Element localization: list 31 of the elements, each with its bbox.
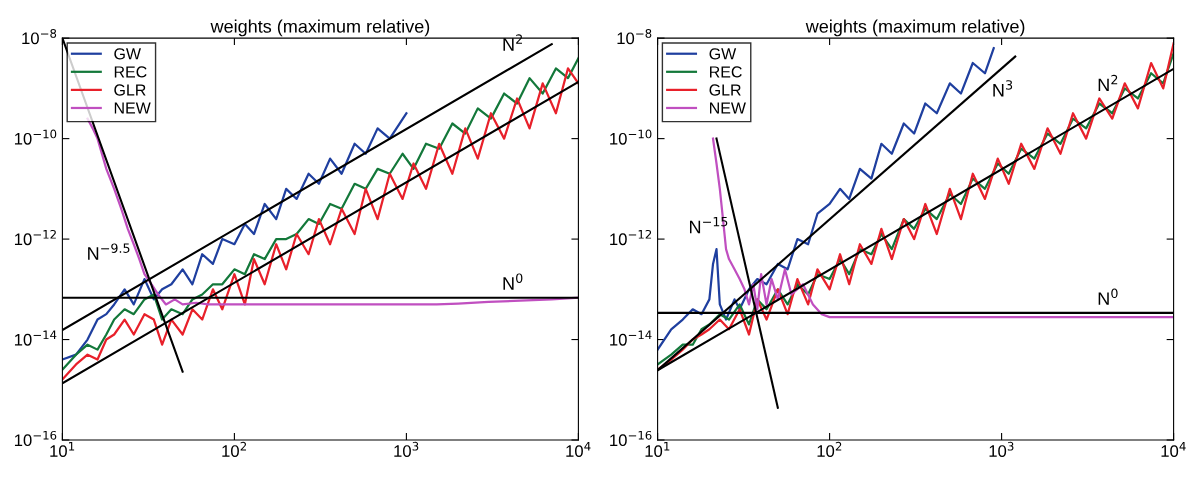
legend-label: GLR: [114, 84, 146, 96]
y-tick-label: 10$^{−14}$: [14, 330, 57, 346]
chart-title: weights (maximum relative): [805, 19, 1025, 37]
y-tick-label: 10$^{−8}$: [22, 29, 57, 45]
annotation: N$^{−9.5}$: [88, 243, 130, 260]
x-tick-label: 10$^{4}$: [566, 441, 591, 457]
annotation: N$^{0}$: [1098, 288, 1118, 305]
legend-label: GW: [709, 48, 737, 60]
y-tick-label: 10$^{−12}$: [14, 229, 56, 246]
x-tick-label: 10$^{1}$: [645, 441, 670, 457]
legend-label: GW: [114, 48, 141, 60]
y-tick-label: 10$^{−10}$: [14, 129, 57, 145]
annotation: N$^{0}$: [503, 273, 523, 290]
y-tick-label: 10$^{−12}$: [610, 229, 652, 246]
annotation: N$^{3}$: [993, 80, 1013, 97]
x-tick-label: 10$^{3}$: [394, 441, 419, 457]
x-tick-label: 10$^{2}$: [817, 441, 842, 457]
x-tick-label: 10$^{3}$: [989, 441, 1014, 457]
x-tick-label: 10$^{2}$: [222, 441, 247, 457]
legend-label: REC: [114, 66, 147, 78]
y-tick-label: 10$^{−14}$: [610, 330, 652, 346]
y-tick-label: 10$^{−8}$: [617, 29, 652, 45]
legend-label: REC: [710, 66, 742, 78]
legend-label: GLR: [709, 84, 741, 96]
legend-label: NEW: [710, 102, 746, 114]
y-tick-label: 10$^{−10}$: [610, 129, 652, 145]
legend-label: NEW: [114, 102, 151, 114]
annotation: N$^{2}$: [1098, 74, 1118, 92]
x-tick-label: 10$^{4}$: [1161, 441, 1186, 457]
x-tick-label: 10$^{1}$: [50, 441, 75, 457]
chart-title: weights (maximum relative): [210, 19, 430, 37]
